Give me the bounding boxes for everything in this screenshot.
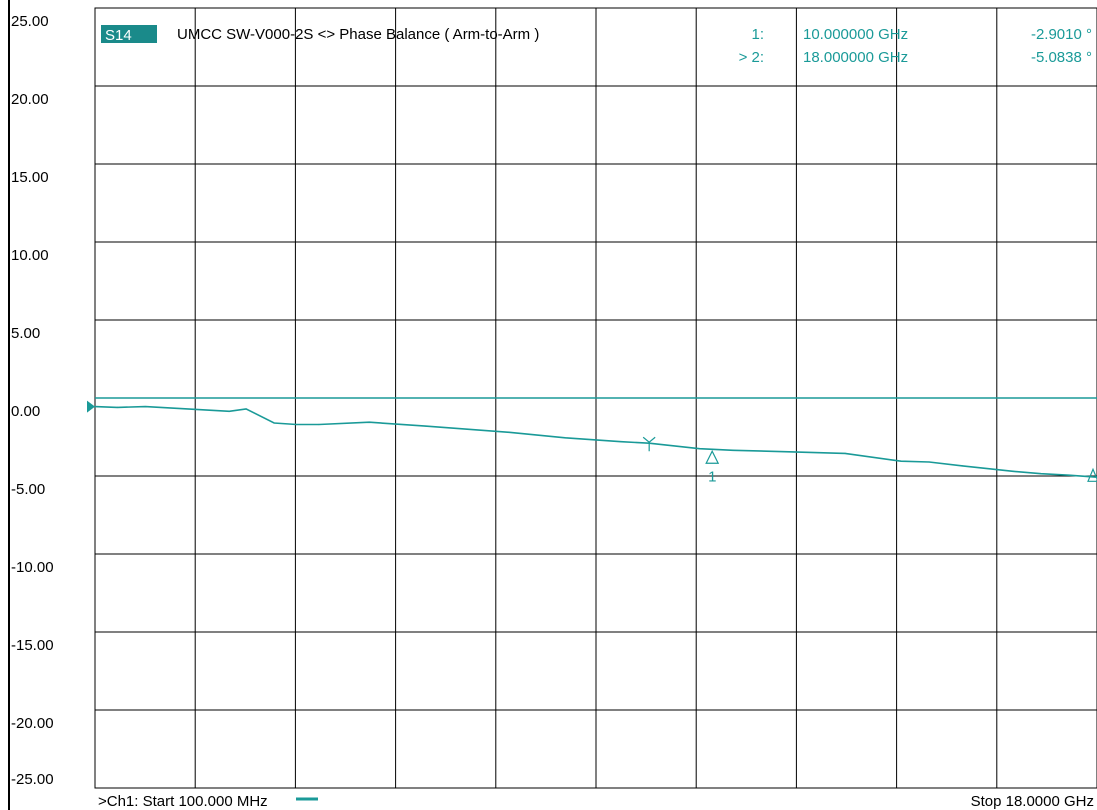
marker-1-freq: 10.000000 GHz bbox=[803, 26, 908, 43]
trace-badge[interactable] bbox=[101, 25, 157, 43]
marker-1-tag: 1 bbox=[708, 468, 716, 485]
trace-point bbox=[295, 423, 298, 426]
trace-point bbox=[508, 431, 510, 433]
trace-title: UMCC SW-V000-2S <> Phase Balance ( Arm-t… bbox=[177, 26, 539, 43]
y-tick-label: -5.00 bbox=[11, 481, 45, 498]
trace-point bbox=[1040, 473, 1042, 475]
y-tick-label: -20.00 bbox=[11, 715, 54, 732]
trace-point bbox=[424, 425, 426, 427]
left-edge bbox=[0, 0, 8, 810]
trace-point bbox=[228, 410, 230, 412]
marker-1-value: -2.9010 ° bbox=[1031, 26, 1092, 43]
trace-point bbox=[318, 423, 320, 426]
trace-point bbox=[962, 465, 964, 467]
trace-point bbox=[245, 408, 247, 410]
marker-2-value: -5.0838 ° bbox=[1031, 49, 1092, 66]
y-tick-label: -15.00 bbox=[11, 637, 54, 654]
marker-2-symbol[interactable] bbox=[1087, 467, 1097, 482]
trace-point bbox=[94, 405, 96, 408]
marker-2-label: > 2: bbox=[739, 49, 764, 66]
trace-point bbox=[732, 449, 734, 451]
y-tick-label: 15.00 bbox=[11, 169, 49, 186]
y-tick-labels: 25.00 20.00 15.00 10.00 5.00 0.00 -5.00 -10.00 -… bbox=[11, 13, 54, 788]
trace-point bbox=[564, 437, 566, 439]
marker-1-delta-symbol[interactable] bbox=[705, 449, 720, 464]
trace-point bbox=[844, 452, 846, 454]
marker-2-freq: 18.000000 GHz bbox=[803, 49, 908, 66]
trace-point bbox=[368, 421, 370, 423]
y-tick-label: -25.00 bbox=[11, 771, 54, 788]
y-tick-label: 10.00 bbox=[11, 247, 49, 264]
y-tick-label: 25.00 bbox=[11, 13, 49, 30]
marker-1-arrow[interactable] bbox=[642, 436, 656, 452]
trace-point bbox=[116, 406, 118, 408]
start-frequency: >Ch1: Start 100.000 MHz bbox=[98, 793, 268, 810]
trace-point bbox=[620, 441, 622, 443]
stop-frequency: Stop 18.0000 GHz bbox=[971, 793, 1094, 810]
trace-point bbox=[1012, 470, 1014, 472]
markers: 1 bbox=[642, 436, 1097, 485]
trace-point bbox=[1068, 474, 1070, 476]
y-tick-label: 20.00 bbox=[11, 91, 49, 108]
trace-point bbox=[900, 460, 902, 462]
trace-point bbox=[928, 461, 930, 463]
marker-1-label: 1: bbox=[751, 26, 764, 43]
trace-point bbox=[273, 422, 275, 424]
reference-level-triangle bbox=[87, 400, 95, 413]
y-tick-label: -10.00 bbox=[11, 559, 54, 576]
trace-point bbox=[788, 451, 790, 453]
trace-id: S14 bbox=[105, 27, 132, 44]
trace-point bbox=[698, 448, 701, 450]
y-tick-label: 0.00 bbox=[11, 403, 40, 420]
y-tick-label: 5.00 bbox=[11, 325, 40, 342]
trace-point bbox=[144, 405, 146, 408]
